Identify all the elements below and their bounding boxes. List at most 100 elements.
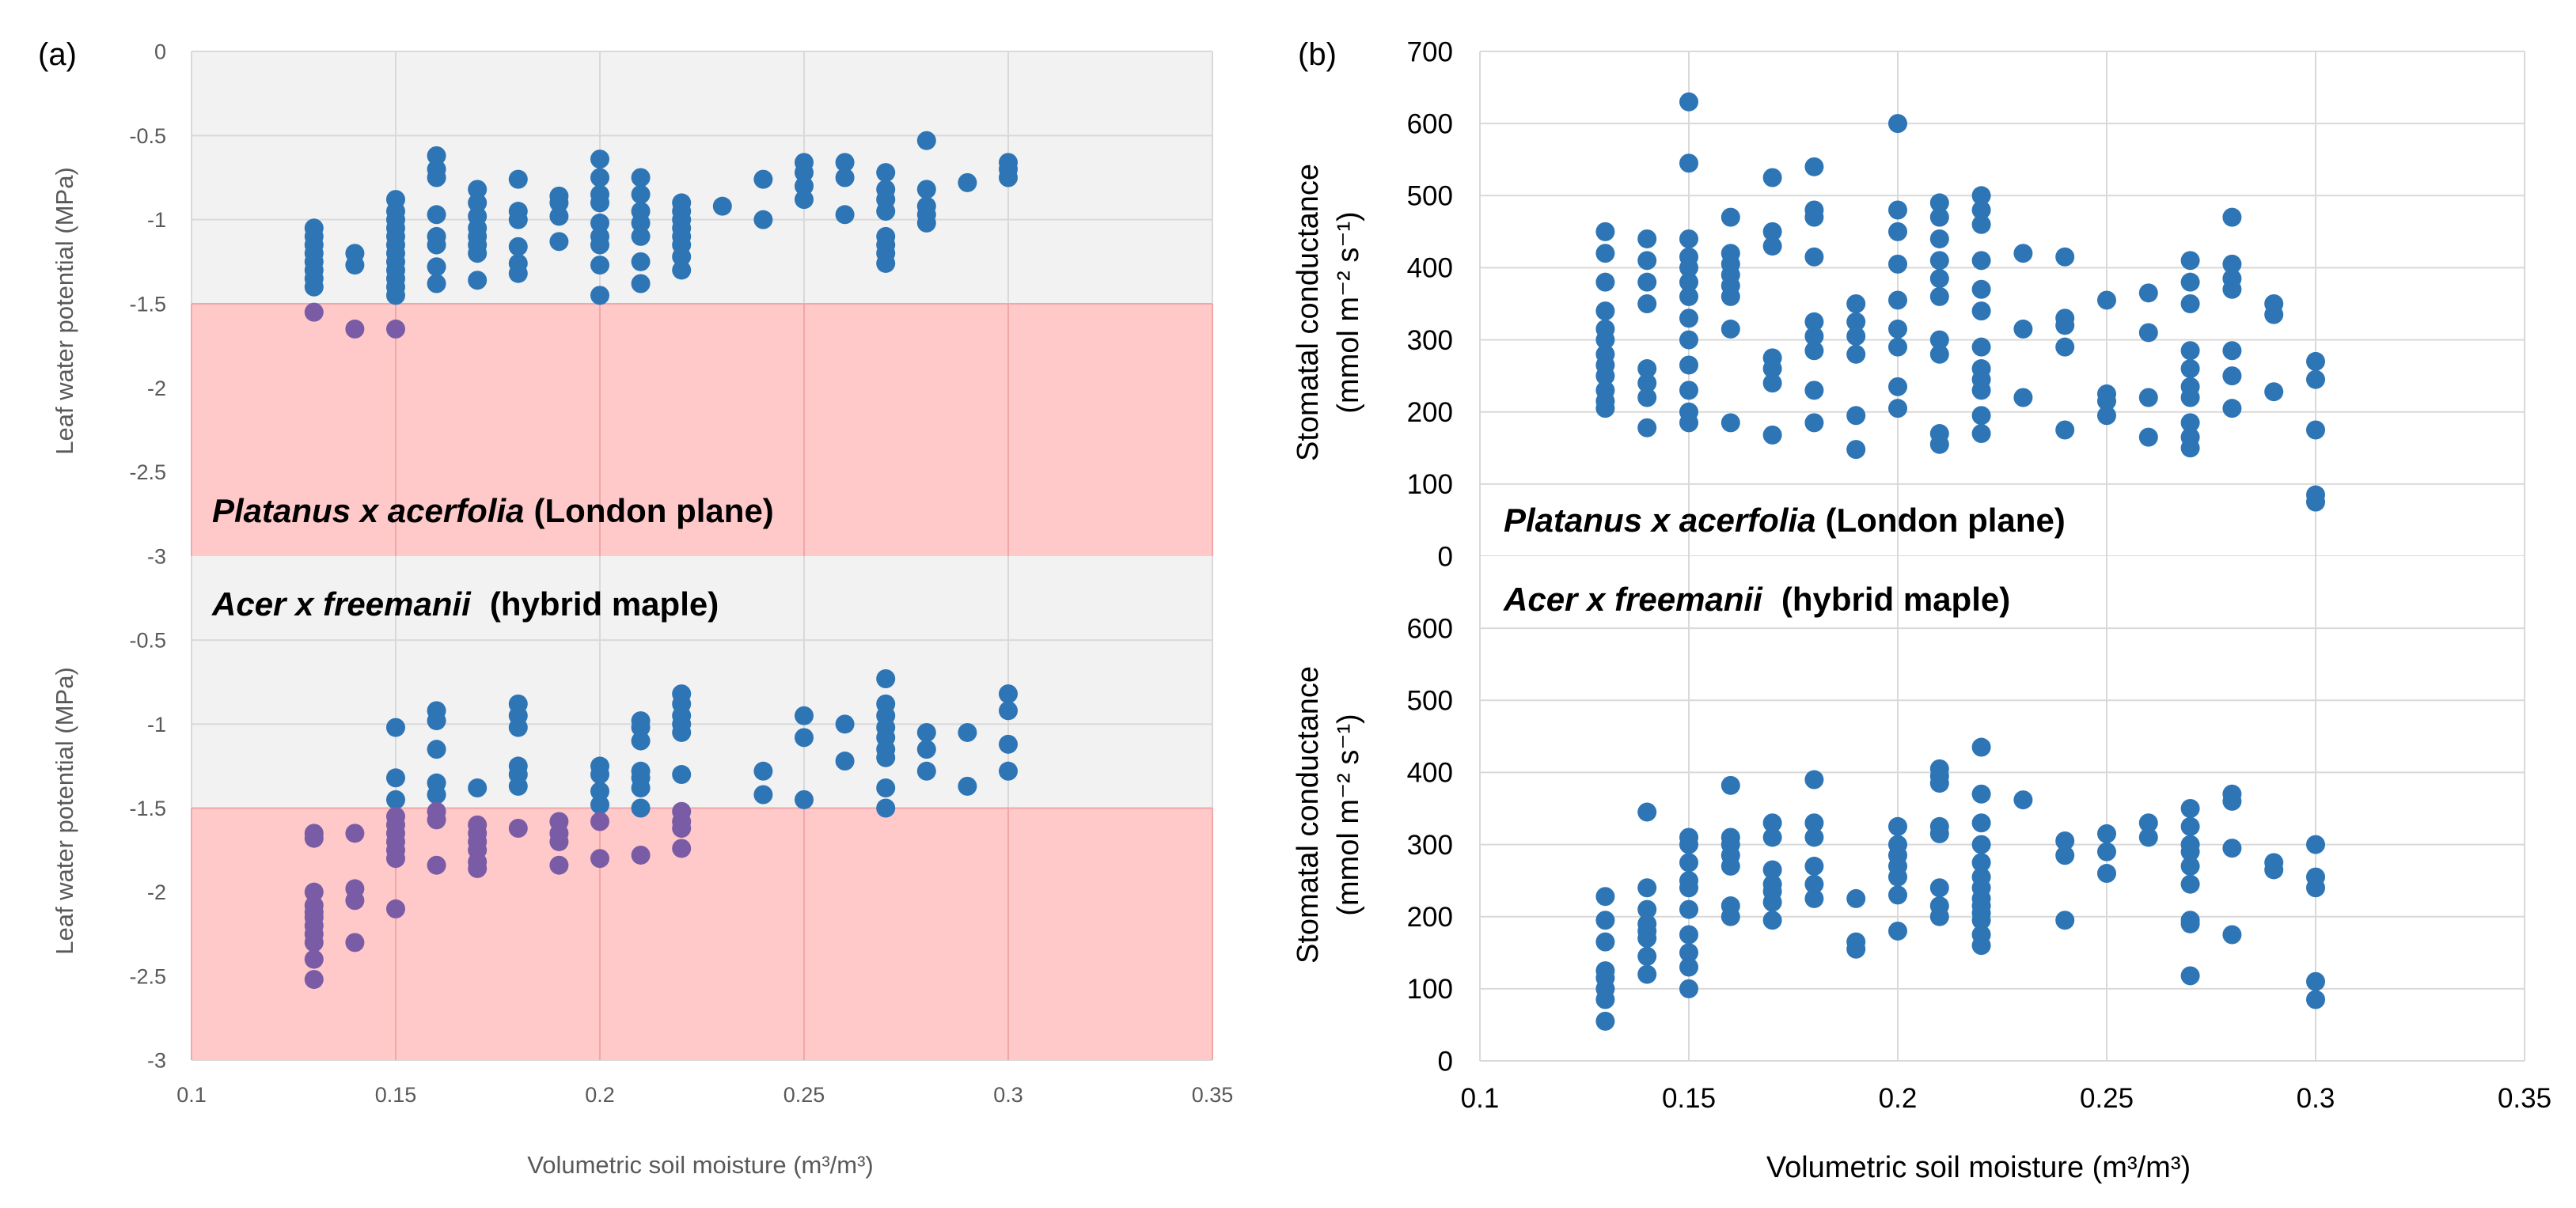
data-point (2138, 323, 2158, 343)
data-point (2055, 911, 2075, 930)
data-point (2097, 864, 2116, 884)
data-point (1637, 878, 1657, 898)
data-point (427, 235, 446, 255)
data-point (345, 824, 365, 843)
y-tick-label: -2 (147, 880, 166, 904)
y-tick-label: -1.5 (129, 292, 166, 316)
data-point (672, 722, 692, 742)
y-tick-label: 0 (1438, 541, 1453, 572)
panel-b-bottom-plot: 0 100 200 300 400 500 600 0.1 0.15 0.2 0.25 0.3 0.35 (1407, 556, 2551, 1114)
data-point (1762, 237, 1782, 256)
data-point (590, 150, 609, 169)
data-point (549, 193, 569, 213)
species-latin-name: Acer x freemanii (211, 585, 472, 623)
data-point (876, 253, 896, 273)
data-point (795, 176, 814, 196)
data-point (795, 163, 814, 183)
data-point (2013, 790, 2033, 810)
data-point (386, 790, 405, 809)
data-point (1971, 813, 1991, 833)
x-axis-title-b: Volumetric soil moisture (m³/m³) (1766, 1151, 2191, 1184)
data-point (2013, 319, 2033, 339)
data-point (1762, 874, 1782, 894)
data-point (1679, 957, 1698, 977)
data-point (1971, 279, 1991, 299)
y-tick-label: 300 (1407, 830, 1453, 861)
data-point (508, 169, 528, 189)
y-axis-title-b-top-line2: (mmol m⁻² s⁻¹) (1332, 211, 1365, 413)
data-point (1595, 344, 1615, 364)
data-point (386, 899, 405, 918)
data-point (1971, 737, 1991, 757)
data-point (999, 684, 1018, 704)
data-point (549, 855, 569, 875)
data-point (1595, 244, 1615, 263)
y-axis-title-a-bottom: Leaf water potential (MPa) (51, 667, 78, 955)
species-common-name: (London plane) (1826, 502, 2066, 539)
data-point (2180, 856, 2200, 876)
data-point (2222, 207, 2242, 227)
data-point (1971, 853, 1991, 873)
data-point (590, 168, 609, 187)
data-point (1846, 440, 1866, 460)
data-point (2306, 835, 2325, 854)
data-point (1846, 327, 1866, 346)
data-point (2097, 824, 2116, 843)
data-point (1637, 373, 1657, 393)
data-point (2180, 272, 2200, 292)
species-label-b-top: Platanus x acerfolia (London plane) (1504, 502, 2066, 539)
y-tick-label: 400 (1407, 253, 1453, 284)
data-point (2055, 309, 2075, 328)
y-tick-label: 600 (1407, 108, 1453, 139)
y-axis-title-b-bottom-line1: Stomatal conductance (1292, 666, 1325, 964)
data-point (345, 319, 365, 339)
data-point (1804, 312, 1824, 331)
data-point (2055, 420, 2075, 440)
data-point (1888, 377, 1907, 396)
data-point (2097, 842, 2116, 862)
data-point (1637, 899, 1657, 919)
data-point (1971, 214, 1991, 234)
data-point (1929, 759, 1949, 778)
data-point (672, 818, 692, 838)
y-tick-label: 100 (1407, 469, 1453, 500)
species-common-name: (hybrid maple) (490, 585, 719, 623)
data-point (2180, 294, 2200, 313)
data-point (1971, 835, 1991, 854)
data-point (1595, 222, 1615, 241)
data-point (795, 790, 814, 809)
data-point (876, 669, 896, 689)
data-point (304, 933, 324, 952)
data-point (386, 319, 405, 339)
data-point (1888, 399, 1907, 418)
data-point (386, 718, 405, 737)
data-point (631, 184, 651, 204)
data-point (508, 718, 528, 737)
data-point (1929, 229, 1949, 248)
data-point (1804, 157, 1824, 176)
data-point (1971, 784, 1991, 804)
data-point (1637, 359, 1657, 379)
data-point (1804, 827, 1824, 847)
data-point (916, 213, 936, 233)
data-point (753, 785, 773, 805)
y-tick-label: 0 (154, 40, 166, 63)
data-point (1679, 402, 1698, 422)
data-point (2180, 911, 2200, 930)
data-point (1804, 247, 1824, 267)
data-point (2264, 382, 2284, 402)
species-label-b-bottom: Acer x freemanii (hybrid maple) (1503, 581, 2010, 618)
data-point (2138, 813, 2158, 833)
data-point (1679, 247, 1698, 267)
x-tick-label: 0.2 (585, 1083, 615, 1107)
data-point (2306, 990, 2325, 1009)
data-point (590, 849, 609, 869)
data-point (549, 831, 569, 851)
data-point (999, 761, 1018, 781)
data-point (1595, 887, 1615, 907)
data-point (672, 765, 692, 785)
data-point (631, 213, 651, 233)
data-point (753, 210, 773, 229)
data-point (2264, 853, 2284, 873)
